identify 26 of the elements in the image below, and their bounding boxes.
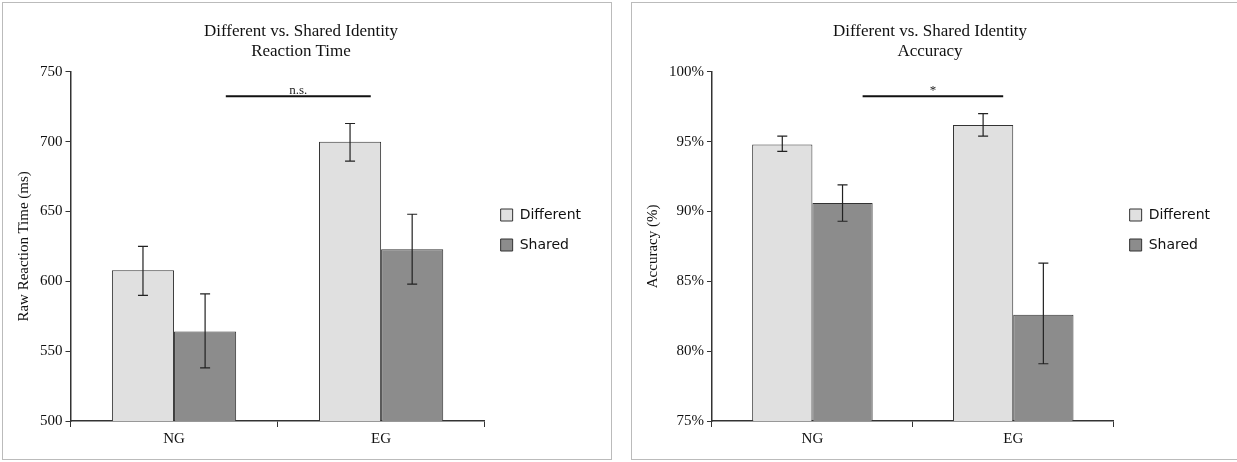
annotation: n.s. — [289, 82, 308, 98]
x-tick-label: EG — [371, 429, 392, 446]
legend-label: Different — [519, 205, 582, 222]
y-tick-label: 75% — [676, 411, 704, 428]
y-tick-label: 90% — [676, 202, 704, 219]
y-tick-label: 650 — [40, 202, 63, 219]
y-tick-label: 600 — [40, 272, 63, 289]
x-tick-label: NG — [163, 429, 186, 446]
legend-label: Different — [1148, 205, 1211, 222]
y-axis-title: Raw Reaction Time (ms) — [14, 171, 32, 322]
annotation: * — [929, 82, 937, 98]
y-tick-label: 95% — [676, 132, 704, 149]
y-tick-label: 80% — [676, 342, 704, 359]
chart-title: Different vs. Shared Identity Accuracy — [832, 20, 1028, 61]
y-tick-label: 700 — [40, 132, 63, 149]
x-tick-label: NG — [801, 429, 824, 446]
y-axis-title: Accuracy (%) — [643, 204, 661, 289]
y-tick-label: 100% — [669, 62, 704, 79]
chart-title: Different vs. Shared Identity Reaction Time — [203, 20, 399, 61]
legend-label: Shared — [519, 235, 569, 252]
y-tick-label: 85% — [676, 272, 704, 289]
y-tick-label: 550 — [40, 342, 63, 359]
y-tick-label: 500 — [40, 411, 63, 428]
x-tick-label: EG — [1003, 429, 1024, 446]
y-tick-label: 750 — [40, 62, 63, 79]
legend-label: Shared — [1148, 235, 1198, 252]
